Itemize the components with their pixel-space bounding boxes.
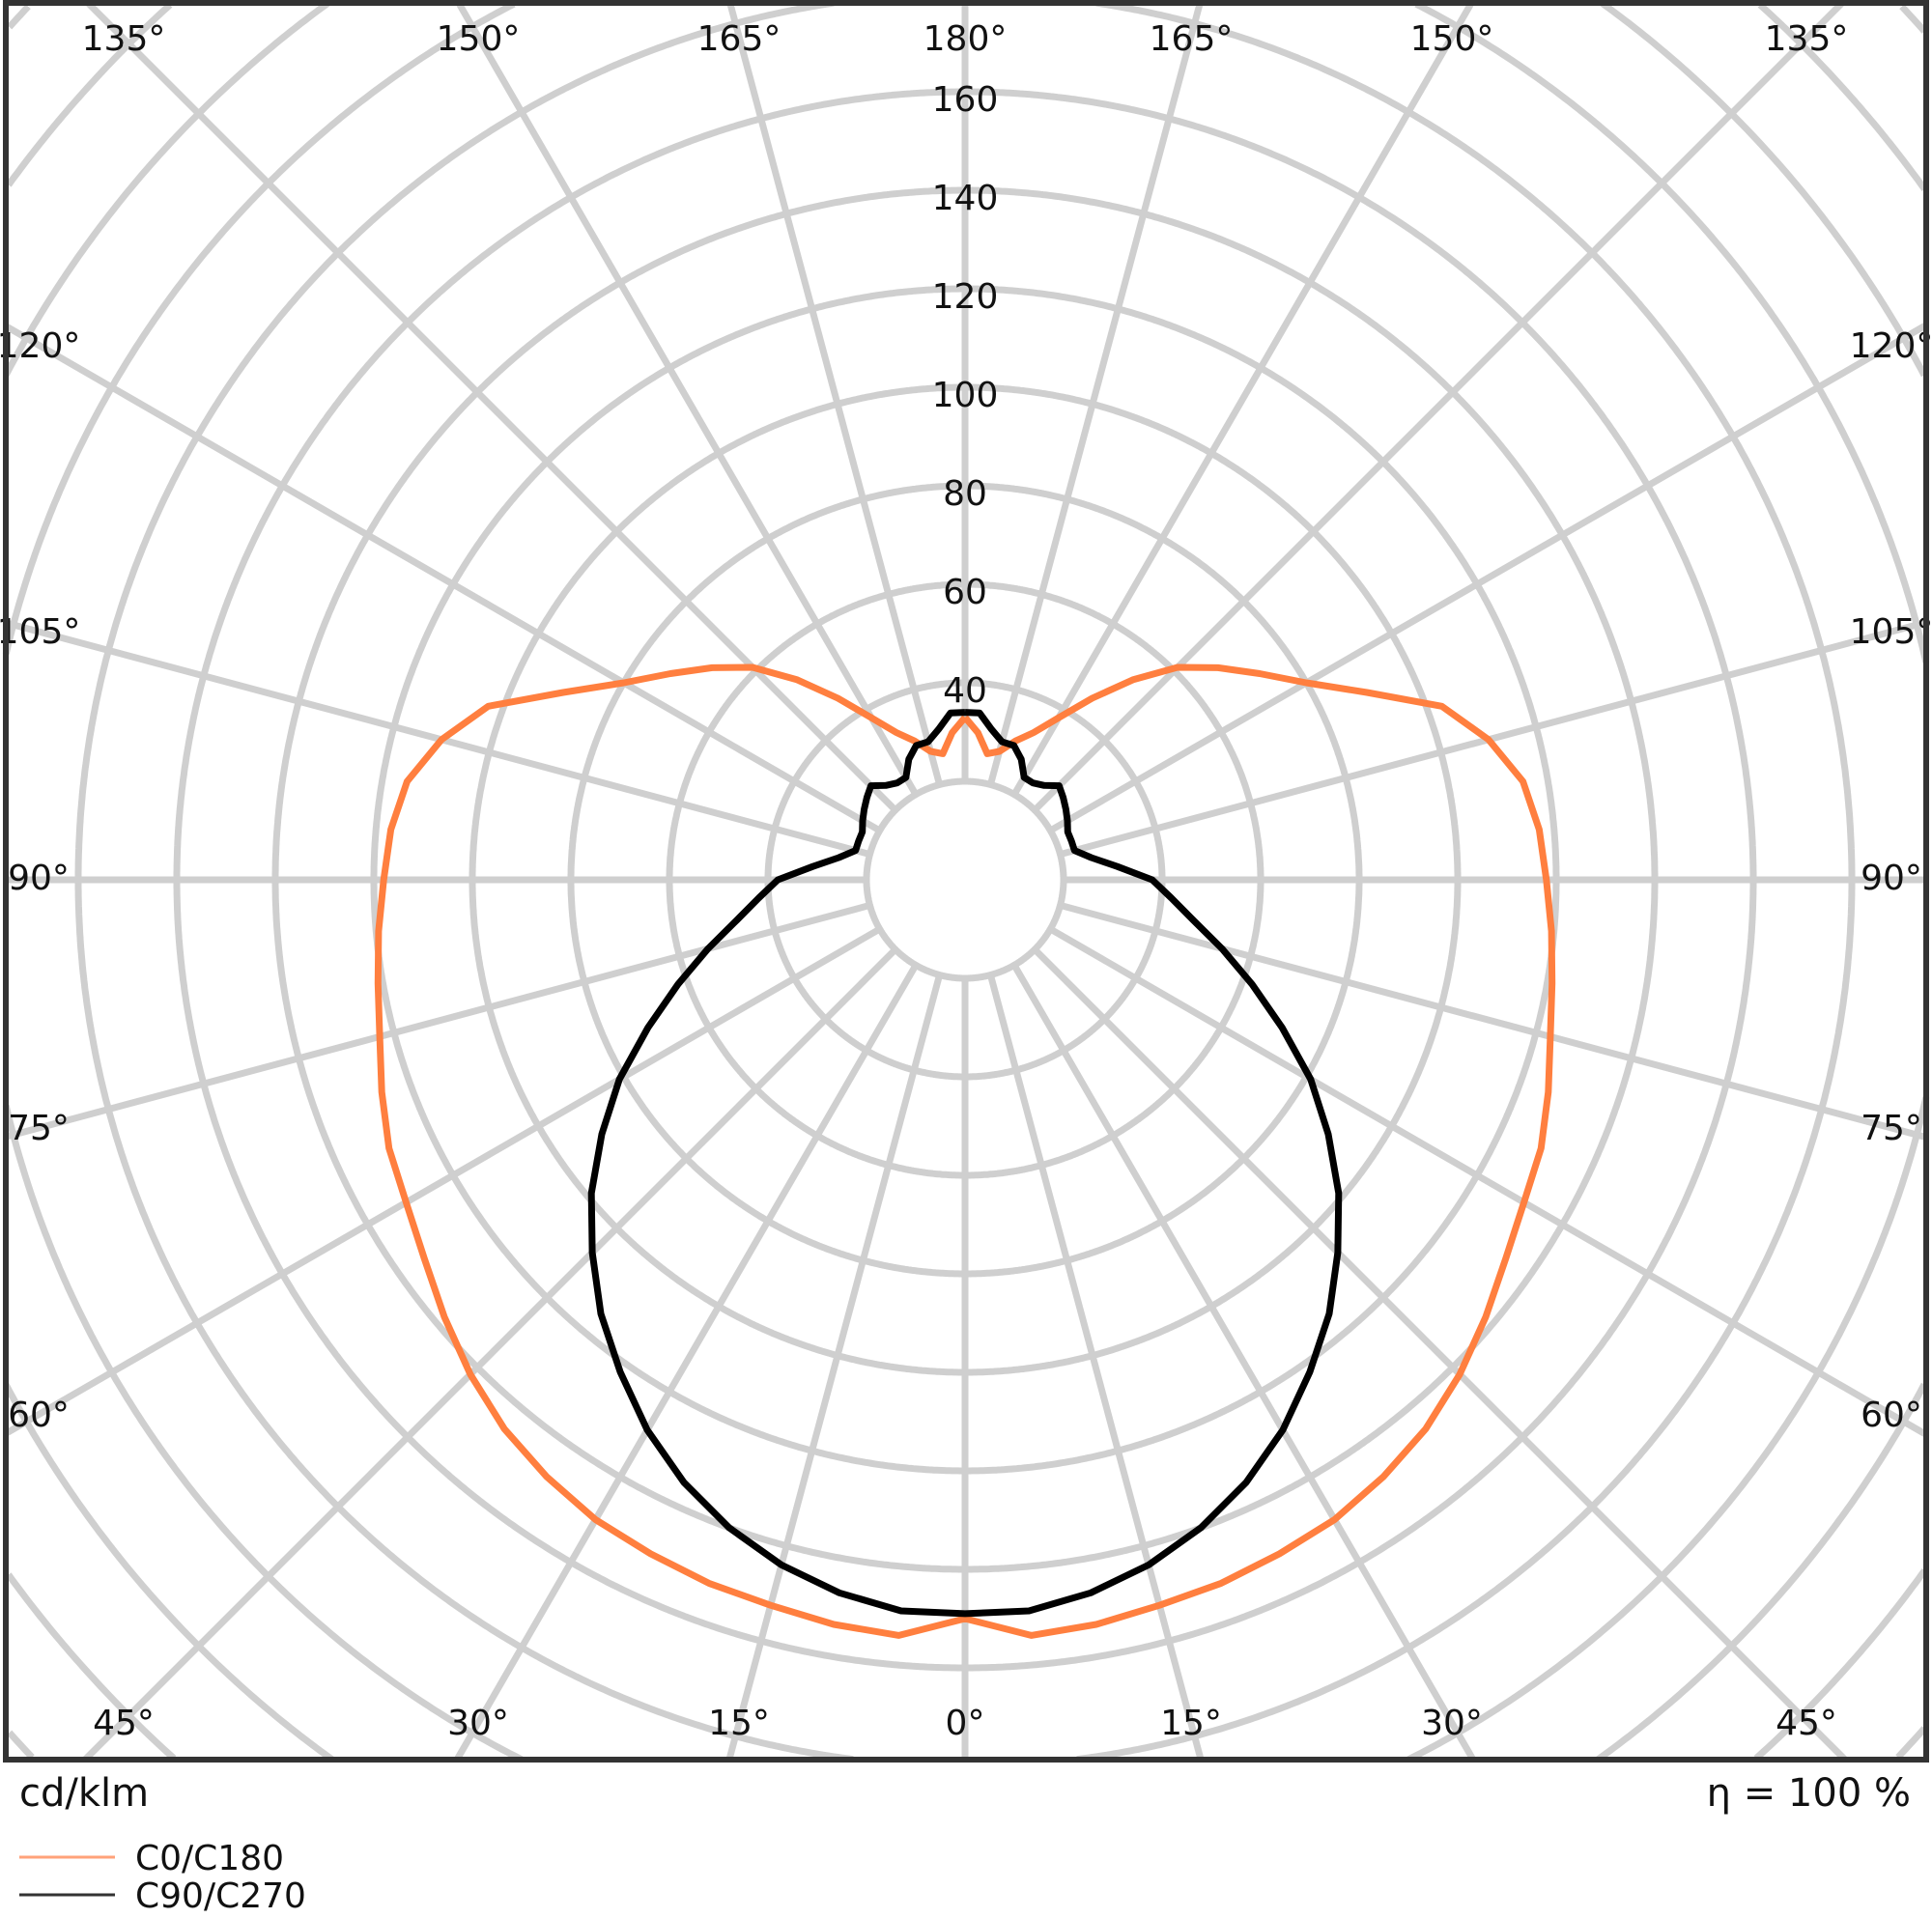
grid-spoke (1059, 902, 1927, 1141)
radial-tick-label: 40 (943, 671, 987, 711)
grid-spoke (4, 925, 882, 1437)
angle-label: 60° (8, 1396, 70, 1435)
angle-label: 60° (1861, 1396, 1922, 1435)
grid-spoke (455, 1, 920, 797)
curves (374, 663, 1556, 1639)
radial-tick-labels: 40 60 80 100 120 140 160 (932, 80, 999, 711)
grid-spoke (1059, 619, 1927, 858)
grid-spoke (1010, 963, 1476, 1762)
grid-spoke (1010, 1, 1475, 797)
grid-spoke (85, 0, 898, 813)
angle-label: 165° (1150, 19, 1234, 59)
radial-tick-label: 100 (932, 376, 999, 415)
angle-label: 165° (697, 19, 781, 59)
series-line-c0-c180 (374, 663, 1556, 1639)
angle-label: 135° (82, 19, 166, 59)
angle-label: 150° (437, 19, 521, 59)
angle-label: 180° (923, 19, 1008, 59)
angle-labels: 135° 150° 165° 180° 165° 150° 135° 45° 30° 15° 0° 1… (0, 19, 1932, 1743)
angle-label: 150° (1410, 19, 1494, 59)
polar-grid (2, 0, 1930, 1763)
grid-ring (2, 1, 1930, 1763)
grid-ring (863, 777, 1067, 982)
grid-spoke (5, 902, 871, 1141)
angle-label: 120° (0, 326, 80, 366)
radial-tick-label: 140 (932, 179, 999, 218)
radial-tick-label: 80 (943, 474, 987, 514)
angle-label: 0° (946, 1704, 985, 1743)
grid-spoke (1048, 322, 1928, 834)
grid-spoke (987, 2, 1204, 786)
grid-spoke (726, 2, 943, 786)
grid-spoke (1032, 946, 1848, 1763)
radial-tick-label: 160 (932, 80, 999, 120)
angle-label: 15° (1160, 1704, 1222, 1743)
grid-spoke (725, 973, 943, 1761)
angle-label: 15° (708, 1704, 770, 1743)
angle-label: 30° (1421, 1704, 1483, 1743)
angle-label: 135° (1765, 19, 1849, 59)
angle-label: 75° (8, 1109, 70, 1148)
grid-spoke (454, 963, 920, 1762)
legend-label-c0: C0/C180 (135, 1839, 284, 1878)
angle-label: 90° (8, 859, 70, 898)
angle-label: 45° (1776, 1704, 1837, 1743)
grid-ring (2, 0, 1928, 1763)
radial-tick-label: 120 (932, 277, 999, 317)
angle-label: 105° (0, 612, 80, 652)
plot-frame (3, 0, 1929, 1763)
angle-label: 75° (1861, 1109, 1922, 1148)
angle-label: 90° (1861, 859, 1922, 898)
efficiency-label: η = 100 % (1707, 1771, 1911, 1816)
angle-label: 30° (447, 1704, 509, 1743)
series-line-c90-c270 (587, 709, 1343, 1618)
grid-spoke (5, 619, 871, 858)
grid-ring (7, 4, 1927, 1760)
unit-label: cd/klm (19, 1771, 149, 1816)
legend-label-c90: C90/C270 (135, 1876, 306, 1916)
grid-ring (5, 2, 1928, 1762)
grid-spoke (1032, 0, 1845, 813)
grid-ring (74, 0, 1856, 1763)
angle-label: 120° (1850, 326, 1932, 366)
angle-label: 45° (93, 1704, 155, 1743)
radial-tick-label: 60 (943, 573, 987, 612)
grid-spoke (82, 946, 898, 1763)
grid-spoke (1048, 925, 1928, 1438)
grid-spoke (4, 323, 882, 834)
grid-spoke (987, 973, 1205, 1761)
angle-label: 105° (1850, 612, 1932, 652)
